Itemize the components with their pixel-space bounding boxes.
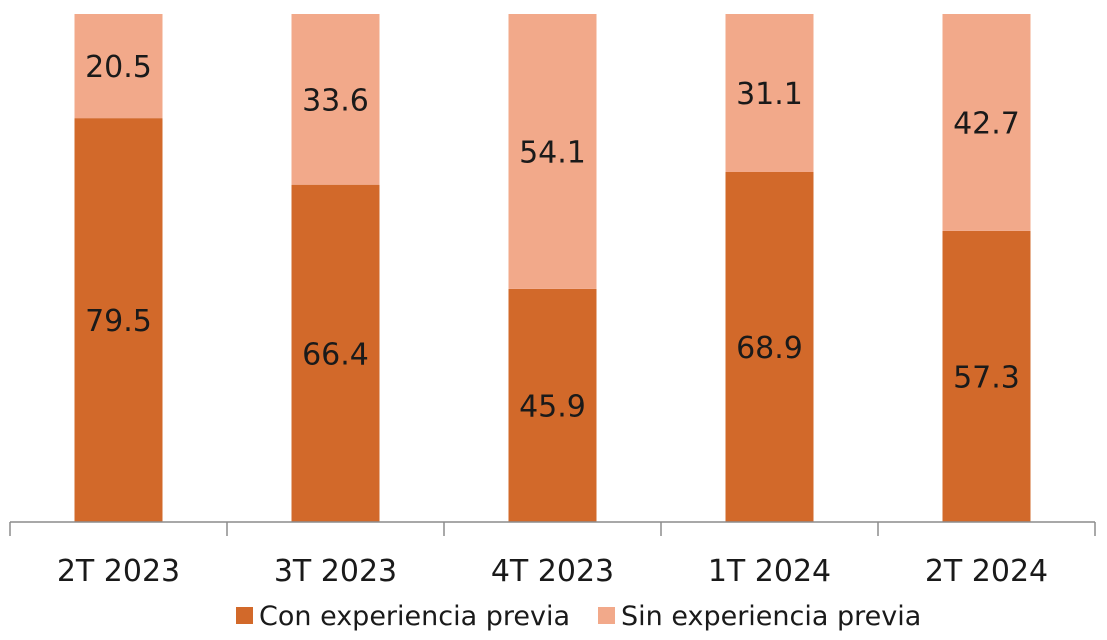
x-tick-label-2t-2024: 2T 2024 — [925, 554, 1048, 589]
bar-con-experiencia-previa-4t-2023 — [508, 288, 597, 522]
value-label-sin-experiencia-previa-2t-2024: 42.7 — [953, 106, 1020, 141]
value-label-con-experiencia-previa-4t-2023: 45.9 — [519, 389, 586, 424]
value-label-con-experiencia-previa-3t-2023: 66.4 — [302, 337, 369, 372]
legend-label-sin-experiencia-previa: Sin experiencia previa — [621, 601, 921, 632]
bar-con-experiencia-previa-2t-2024 — [942, 230, 1031, 522]
bar-sin-experiencia-previa-2t-2023 — [74, 14, 163, 119]
bars-layer — [74, 14, 1031, 523]
value-label-sin-experiencia-previa-2t-2023: 20.5 — [85, 50, 152, 85]
legend-swatch-sin-experiencia-previa — [598, 607, 615, 624]
x-tick-label-2t-2023: 2T 2023 — [57, 554, 180, 589]
value-label-con-experiencia-previa-1t-2024: 68.9 — [736, 331, 803, 366]
x-axis: 2T 2023 3T 2023 4T 2023 1T 2024 2T 2024 — [9, 521, 1096, 589]
bar-con-experiencia-previa-1t-2024 — [725, 171, 814, 522]
bar-sin-experiencia-previa-2t-2024 — [942, 14, 1031, 231]
x-tick-label-4t-2023: 4T 2023 — [491, 554, 614, 589]
legend-swatch-con-experiencia-previa — [236, 607, 253, 624]
bar-con-experiencia-previa-2t-2023 — [74, 118, 163, 522]
legend-label-con-experiencia-previa: Con experiencia previa — [259, 601, 570, 632]
bar-sin-experiencia-previa-3t-2023 — [291, 14, 380, 185]
value-label-sin-experiencia-previa-3t-2023: 33.6 — [302, 83, 369, 118]
value-label-con-experiencia-previa-2t-2023: 79.5 — [85, 304, 152, 339]
value-label-con-experiencia-previa-2t-2024: 57.3 — [953, 360, 1020, 395]
value-labels-layer: 79.5 20.5 66.4 33.6 45.9 54.1 68.9 31.1 57.3 42.7 — [85, 50, 1020, 424]
legend: Con experiencia previa Sin experiencia pr… — [236, 601, 921, 632]
bar-con-experiencia-previa-3t-2023 — [291, 184, 380, 523]
x-tick-label-3t-2023: 3T 2023 — [274, 554, 397, 589]
bar-sin-experiencia-previa-1t-2024 — [725, 14, 814, 172]
bar-sin-experiencia-previa-4t-2023 — [508, 14, 597, 289]
value-label-sin-experiencia-previa-4t-2023: 54.1 — [519, 135, 586, 170]
x-tick-label-1t-2024: 1T 2024 — [708, 554, 831, 589]
value-label-sin-experiencia-previa-1t-2024: 31.1 — [736, 77, 803, 112]
